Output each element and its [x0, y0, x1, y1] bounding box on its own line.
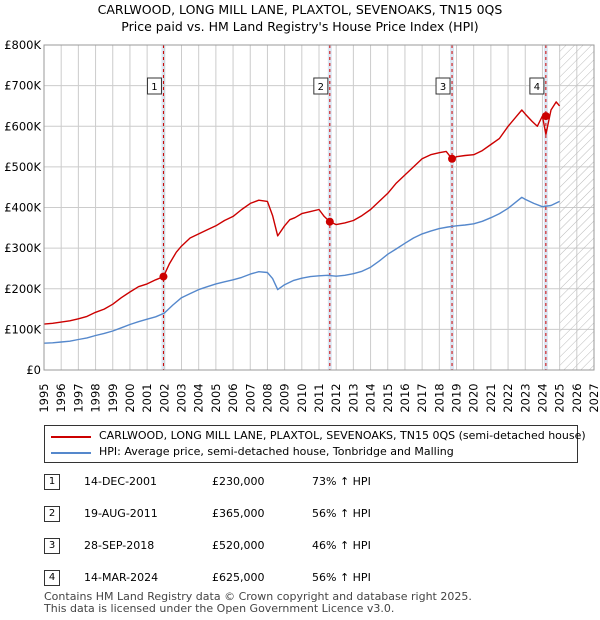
sale-hpi-change: 56% ↑ HPI: [312, 507, 371, 520]
x-tick-label: 2011: [312, 383, 326, 412]
x-tick-label: 2000: [123, 383, 137, 412]
sale-hpi-change: 56% ↑ HPI: [312, 571, 371, 584]
x-tick-label: 1995: [37, 383, 51, 412]
sale-row: 4 14-MAR-2024 £625,000 56% ↑ HPI: [0, 566, 600, 590]
x-tick-label: 2004: [192, 383, 206, 412]
sale-date: 19-AUG-2011: [84, 507, 158, 520]
sale-point: [325, 217, 334, 226]
x-tick-label: 1996: [54, 383, 68, 412]
sale-date: 14-DEC-2001: [84, 475, 158, 488]
sale-date: 14-MAR-2024: [84, 571, 159, 584]
sale-number-badge: 1: [44, 474, 60, 490]
x-tick-label: 2024: [535, 383, 549, 412]
legend-hpi-label: HPI: Average price, semi-detached house,…: [99, 445, 454, 458]
x-tick-label: 2002: [157, 383, 171, 412]
x-tick-label: 2026: [570, 383, 584, 412]
sale-price: £365,000: [212, 507, 265, 520]
hpi-line: [43, 196, 560, 344]
chart-title-line1: CARLWOOD, LONG MILL LANE, PLAXTOL, SEVEN…: [97, 2, 503, 17]
y-tick-label: £200K: [4, 282, 41, 296]
sale-point: [448, 154, 457, 163]
chart-title-line2: Price paid vs. HM Land Registry's House …: [121, 19, 479, 34]
x-tick-label: 2010: [295, 383, 309, 412]
x-tick-label: 1997: [71, 383, 85, 412]
sale-hpi-change: 46% ↑ HPI: [312, 539, 371, 552]
sale-label-box: [146, 77, 162, 95]
x-tick-label: 1998: [89, 383, 103, 412]
y-tick-label: £100K: [4, 322, 41, 336]
footer-license: This data is licensed under the Open Gov…: [44, 602, 395, 615]
footer-copyright: Contains HM Land Registry data © Crown c…: [44, 590, 472, 603]
sale-number-badge: 2: [44, 506, 60, 522]
sale-point: [159, 272, 168, 281]
sale-label-text: 2: [318, 82, 324, 93]
x-tick-label: 2022: [501, 383, 515, 412]
x-tick-label: 2007: [243, 383, 257, 412]
y-tick-label: £0: [26, 363, 41, 377]
sale-price: £520,000: [212, 539, 265, 552]
sale-price: £625,000: [212, 571, 265, 584]
sale-label-box: [435, 77, 451, 95]
sale-hpi-change: 73% ↑ HPI: [312, 475, 371, 488]
y-tick-label: £600K: [4, 119, 41, 133]
sale-number-badge: 4: [44, 570, 60, 586]
sale-label-box: [313, 77, 329, 95]
sale-price: £230,000: [212, 475, 265, 488]
x-tick-label: 2009: [278, 383, 292, 412]
sale-label-text: 4: [534, 82, 540, 93]
sale-label-text: 3: [440, 82, 446, 93]
x-tick-label: 2006: [226, 383, 240, 412]
x-tick-label: 2027: [587, 383, 600, 412]
legend-property-label: CARLWOOD, LONG MILL LANE, PLAXTOL, SEVEN…: [99, 429, 586, 442]
x-tick-label: 2012: [329, 383, 343, 412]
legend: CARLWOOD, LONG MILL LANE, PLAXTOL, SEVEN…: [44, 425, 586, 463]
x-tick-label: 2008: [260, 383, 274, 412]
price-chart: 1 2 3 4 £0 £100K £200K £300K £400K £500K £600K £700…: [4, 38, 600, 413]
sale-label-text: 1: [151, 82, 157, 93]
x-tick-label: 2017: [415, 383, 429, 412]
x-tick-label: 1999: [106, 383, 120, 412]
x-tick-label: 2018: [432, 383, 446, 412]
x-tick-label: 2021: [484, 383, 498, 412]
x-tick-label: 2020: [467, 383, 481, 412]
x-tick-label: 2014: [364, 383, 378, 412]
x-tick-label: 2015: [381, 383, 395, 412]
x-tick-label: 2023: [518, 383, 532, 412]
y-tick-label: £300K: [4, 241, 41, 255]
sale-label-box: [529, 77, 545, 95]
property-price-line: [43, 101, 561, 325]
sale-row: 1 14-DEC-2001 £230,000 73% ↑ HPI: [0, 470, 600, 494]
sale-date: 28-SEP-2018: [84, 539, 155, 552]
y-tick-label: £800K: [4, 38, 41, 52]
plot-border: [43, 44, 595, 371]
x-tick-label: 2025: [553, 383, 567, 412]
x-tick-label: 2013: [346, 383, 360, 412]
sale-number-badge: 3: [44, 538, 60, 554]
x-tick-label: 2003: [175, 383, 189, 412]
sale-row: 2 19-AUG-2011 £365,000 56% ↑ HPI: [0, 502, 600, 526]
x-tick-label: 2016: [398, 383, 412, 412]
x-tick-label: 2019: [450, 383, 464, 412]
future-hatched-region: [559, 45, 594, 370]
legend-hpi-swatch: [51, 452, 91, 454]
y-tick-label: £700K: [4, 79, 41, 93]
x-tick-label: 2005: [209, 383, 223, 412]
legend-property-swatch: [51, 436, 91, 438]
sale-point: [541, 112, 550, 121]
y-tick-label: £400K: [4, 201, 41, 215]
sale-row: 3 28-SEP-2018 £520,000 46% ↑ HPI: [0, 534, 600, 558]
y-tick-label: £500K: [4, 160, 41, 174]
x-tick-label: 2001: [140, 383, 154, 412]
